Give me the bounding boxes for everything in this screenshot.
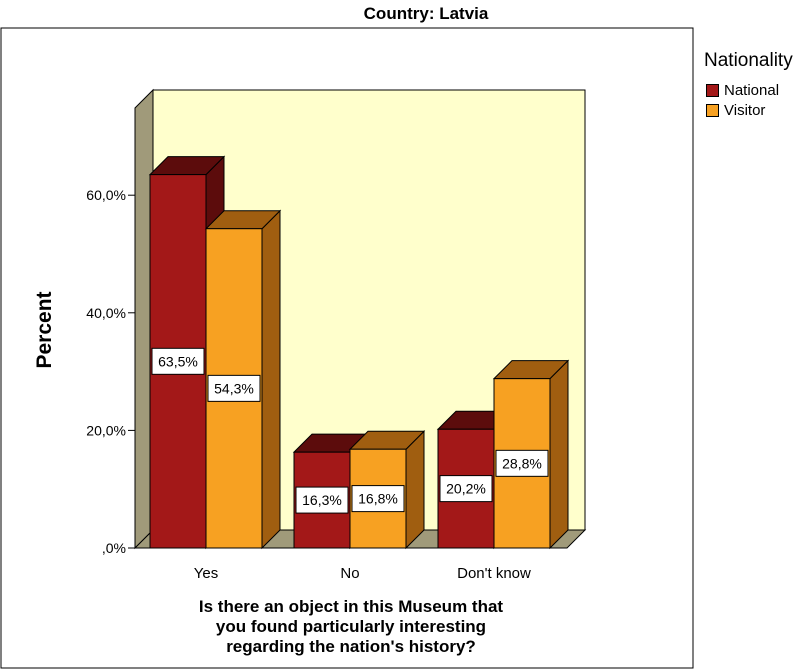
x-axis-label-line: regarding the nation's history? <box>226 637 476 656</box>
chart-title: Country: Latvia <box>363 4 489 23</box>
category-label: Yes <box>194 565 218 582</box>
data-label: 54,3% <box>214 380 254 396</box>
x-axis-label-line: Is there an object in this Museum that <box>199 597 503 616</box>
legend-item-national: National <box>706 80 793 100</box>
data-label-box <box>295 486 349 514</box>
legend: Nationality National Visitor <box>704 50 793 120</box>
data-label: 20,2% <box>446 481 486 497</box>
bars: 63,5% 54,3% 16,3% 16,8% 20,2% 28,8% <box>148 155 570 550</box>
data-label: 16,8% <box>358 491 398 507</box>
bar-side <box>549 359 569 550</box>
data-label: 28,8% <box>502 455 542 471</box>
legend-item-visitor: Visitor <box>706 100 793 120</box>
chart-frame <box>0 27 694 669</box>
y-tick-label: 20,0% <box>86 422 126 438</box>
bar: 28,8% <box>492 359 570 550</box>
y-tick-label: 40,0% <box>86 305 126 321</box>
legend-swatch-visitor <box>706 103 719 117</box>
category-label: Don't know <box>457 565 531 582</box>
data-label-box <box>495 449 549 477</box>
y-tick-label: 60,0% <box>86 187 126 203</box>
x-axis-label: Is there an object in this Museum thatyo… <box>199 597 503 656</box>
category-label: No <box>340 565 359 582</box>
data-label: 63,5% <box>158 353 198 369</box>
data-label-box <box>439 475 493 503</box>
y-axis-ticks: ,0% 20,0% 40,0% 60,0% <box>86 187 135 556</box>
data-label-box <box>151 347 205 375</box>
x-axis-label-line: you found particularly interesting <box>216 617 486 636</box>
bar: 16,8% <box>348 430 426 550</box>
legend-title: Nationality <box>704 50 793 71</box>
category-labels: Yes No Don't know <box>194 565 531 582</box>
data-label-box <box>207 374 261 402</box>
y-tick-label: ,0% <box>102 540 126 556</box>
bar: 54,3% <box>204 209 282 550</box>
y-axis-label: Percent <box>33 291 56 368</box>
data-label: 16,3% <box>302 492 342 508</box>
bar-side <box>261 209 281 550</box>
data-label-box <box>351 485 405 513</box>
legend-label-visitor: Visitor <box>724 101 766 119</box>
legend-label-national: National <box>724 81 780 99</box>
legend-swatch-national <box>706 83 719 97</box>
bar-side <box>405 430 425 550</box>
